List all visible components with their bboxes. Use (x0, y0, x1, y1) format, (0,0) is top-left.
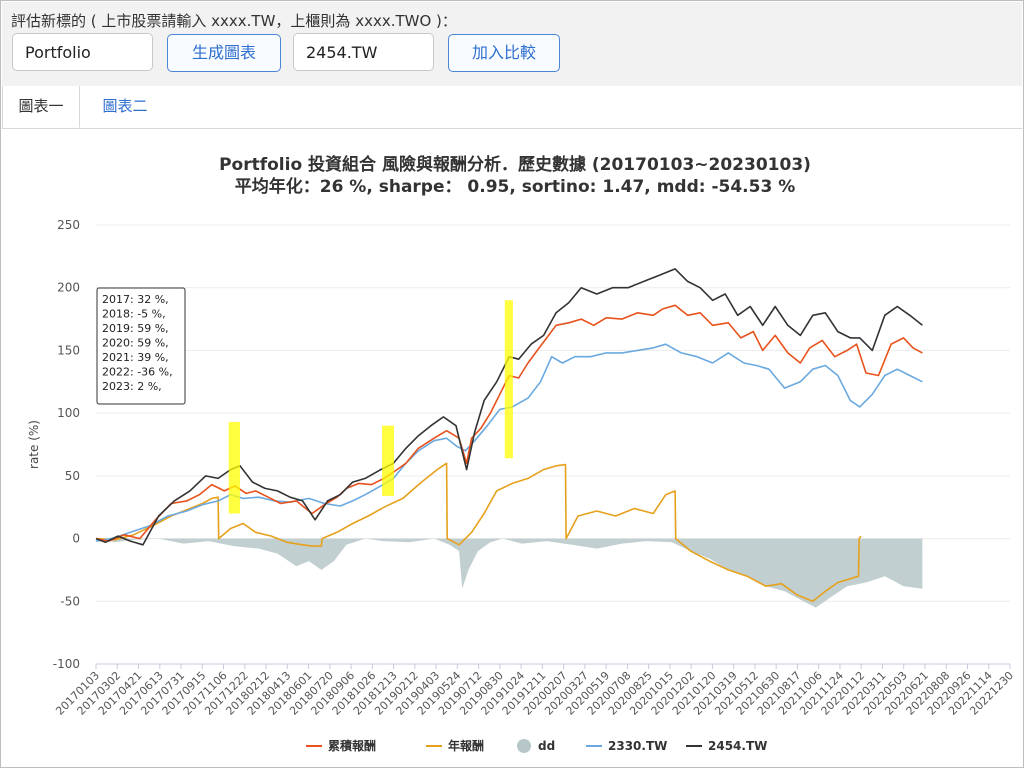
y-tick-label: -100 (53, 657, 80, 671)
series-tsmc-line (95, 343, 923, 542)
legend-label: 年報酬 (448, 738, 484, 753)
highlight-band (228, 421, 240, 514)
chart-tabs: 圖表一 圖表二 (2, 86, 1022, 129)
series-dd-area (96, 538, 923, 608)
portfolio-input[interactable]: Portfolio (12, 33, 153, 71)
y-tick-label: 250 (57, 218, 80, 232)
y-tick-label: 150 (57, 343, 80, 357)
add-compare-button[interactable]: 加入比較 (448, 34, 560, 72)
chart-area: Portfolio 投資組合 風險與報酬分析．歷史數據 (20170103~20… (27, 154, 1016, 753)
input-prompt: 評估新標的 ( 上市股票請輸入 xxxx.TW，上櫃則為 xxxx.TWO )： (11, 12, 457, 30)
ticker-input[interactable]: 2454.TW (293, 33, 434, 71)
highlight-band (504, 300, 513, 459)
highlight-band (382, 425, 394, 496)
legend-label: dd (538, 739, 555, 753)
y-tick-label: -50 (60, 594, 80, 608)
series-annual-line (95, 462, 862, 603)
legend-dd-marker (517, 739, 531, 753)
chart-subtitle: 平均年化：26 %, sharpe： 0.95, sortino: 1.47, … (235, 176, 796, 197)
legend-label: 2454.TW (708, 739, 767, 753)
annual-return-line: 2022: -36 %, (102, 366, 173, 379)
chart-title: Portfolio 投資組合 風險與報酬分析．歷史數據 (20170103~20… (219, 154, 811, 175)
annual-return-line: 2021: 39 %, (102, 351, 169, 364)
y-tick-label: 0 (72, 532, 80, 546)
y-tick-label: 200 (57, 281, 80, 295)
tab-chart-1[interactable]: 圖表一 (2, 86, 80, 128)
tab-chart-2[interactable]: 圖表二 (102, 97, 148, 115)
generate-chart-button[interactable]: 生成圖表 (167, 34, 281, 72)
y-axis-label: rate (%) (27, 420, 41, 469)
legend-label: 2330.TW (608, 739, 667, 753)
annual-return-box (96, 287, 186, 405)
series-cum-line (95, 304, 923, 542)
y-tick-label: 50 (65, 469, 80, 483)
input-panel: 評估新標的 ( 上市股票請輸入 xxxx.TW，上櫃則為 xxxx.TWO )：… (2, 2, 1022, 86)
annual-return-line: 2018: -5 %, (102, 308, 166, 321)
annual-return-line: 2017: 32 %, (102, 293, 169, 306)
legend-label: 累積報酬 (328, 738, 376, 753)
annual-return-line: 2019: 59 %, (102, 322, 169, 335)
y-tick-label: 100 (57, 406, 80, 420)
annual-return-line: 2023: 2 %, (102, 380, 162, 393)
annual-return-line: 2020: 59 %, (102, 337, 169, 350)
